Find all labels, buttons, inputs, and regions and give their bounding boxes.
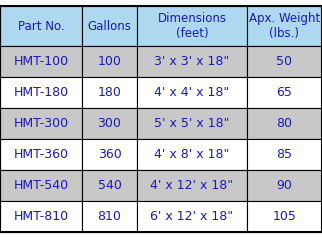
Text: Dimensions
(feet): Dimensions (feet) (157, 12, 226, 40)
Bar (0, 6, 82, 46)
Text: 90: 90 (277, 179, 292, 192)
Text: 360: 360 (98, 148, 121, 161)
Bar (82, 77, 137, 108)
Text: Apx. Weight
(lbs.): Apx. Weight (lbs.) (249, 12, 320, 40)
Text: 5' x 5' x 18": 5' x 5' x 18" (154, 117, 230, 130)
Text: 4' x 12' x 18": 4' x 12' x 18" (150, 179, 233, 192)
Text: Part No.: Part No. (18, 20, 64, 33)
Text: 4' x 4' x 18": 4' x 4' x 18" (154, 86, 230, 99)
Text: HMT-180: HMT-180 (14, 86, 69, 99)
Text: HMT-300: HMT-300 (14, 117, 69, 130)
Text: HMT-100: HMT-100 (14, 55, 69, 68)
Text: HMT-360: HMT-360 (14, 148, 69, 161)
Text: 300: 300 (98, 117, 121, 130)
Bar (247, 108, 322, 139)
Bar (0, 201, 82, 232)
Text: 105: 105 (272, 210, 297, 223)
Bar (82, 108, 137, 139)
Text: 85: 85 (277, 148, 292, 161)
Bar (82, 201, 137, 232)
Bar (247, 139, 322, 170)
Bar (137, 6, 247, 46)
Bar (247, 6, 322, 46)
Bar (137, 77, 247, 108)
Bar (82, 139, 137, 170)
Bar (82, 46, 137, 77)
Text: 100: 100 (98, 55, 121, 68)
Text: 50: 50 (277, 55, 292, 68)
Bar (0, 170, 82, 201)
Bar (137, 201, 247, 232)
Bar (247, 170, 322, 201)
Text: 180: 180 (98, 86, 121, 99)
Bar (137, 108, 247, 139)
Text: 810: 810 (98, 210, 121, 223)
Text: 65: 65 (277, 86, 292, 99)
Bar (0, 139, 82, 170)
Bar (0, 46, 82, 77)
Bar (247, 46, 322, 77)
Text: Gallons: Gallons (88, 20, 131, 33)
Bar (137, 139, 247, 170)
Bar (247, 201, 322, 232)
Bar (0, 77, 82, 108)
Text: HMT-540: HMT-540 (14, 179, 69, 192)
Bar (0, 108, 82, 139)
Text: HMT-810: HMT-810 (14, 210, 69, 223)
Text: 3' x 3' x 18": 3' x 3' x 18" (154, 55, 230, 68)
Text: 6' x 12' x 18": 6' x 12' x 18" (150, 210, 233, 223)
Bar (137, 46, 247, 77)
Text: 540: 540 (98, 179, 121, 192)
Bar (137, 170, 247, 201)
Text: 4' x 8' x 18": 4' x 8' x 18" (154, 148, 230, 161)
Bar (82, 170, 137, 201)
Text: 80: 80 (277, 117, 292, 130)
Bar (82, 6, 137, 46)
Bar (247, 77, 322, 108)
